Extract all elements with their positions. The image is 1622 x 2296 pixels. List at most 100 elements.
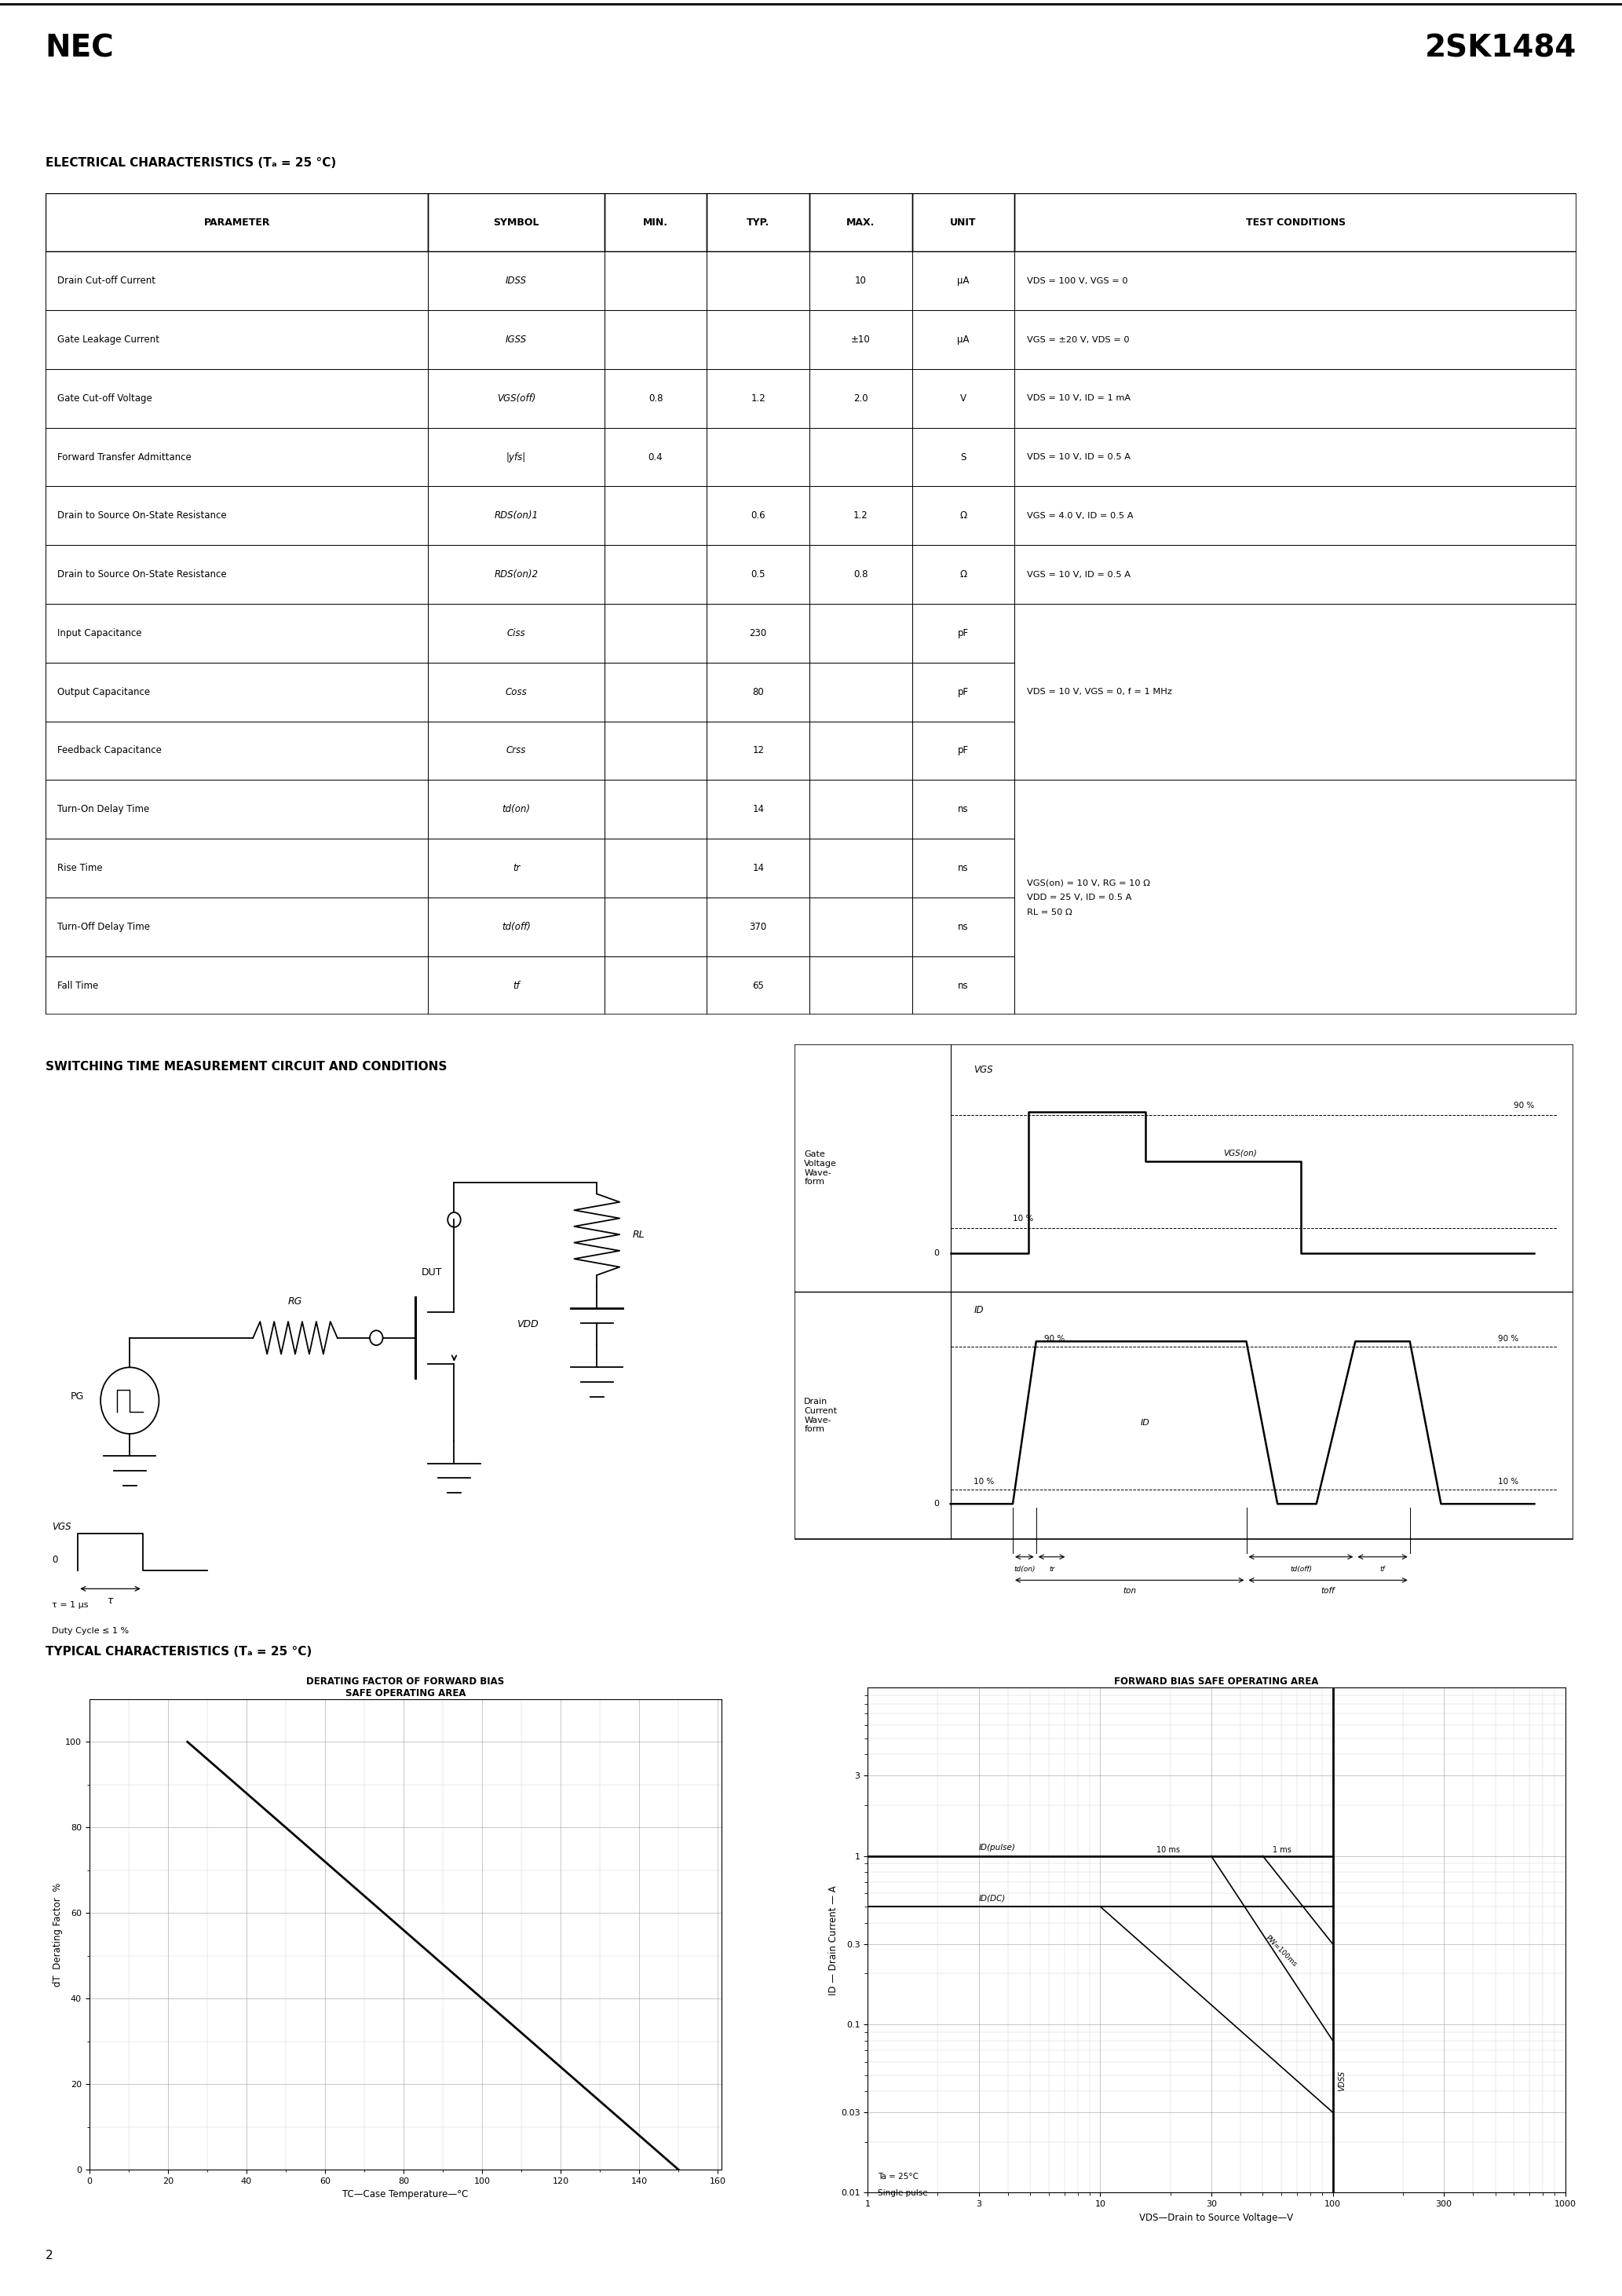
Text: Drain
Current
Wave-
form: Drain Current Wave- form: [805, 1398, 837, 1433]
Text: 12: 12: [753, 746, 764, 755]
Bar: [45, 427, 428, 487]
Text: Ω: Ω: [960, 510, 967, 521]
Text: ±10: ±10: [852, 335, 871, 344]
Bar: [1015, 253, 1577, 310]
Bar: [707, 721, 809, 781]
Text: ID(pulse): ID(pulse): [978, 1844, 1015, 1853]
Bar: [707, 781, 809, 838]
Text: Crss: Crss: [506, 746, 526, 755]
Title: FORWARD BIAS SAFE OPERATING AREA: FORWARD BIAS SAFE OPERATING AREA: [1114, 1676, 1319, 1688]
Bar: [707, 604, 809, 664]
Bar: [809, 427, 912, 487]
Bar: [809, 253, 912, 310]
Text: ID: ID: [1140, 1419, 1150, 1426]
Bar: [1015, 604, 1577, 781]
Text: Duty Cycle ≤ 1 %: Duty Cycle ≤ 1 %: [52, 1628, 128, 1635]
Bar: [605, 955, 707, 1015]
Text: V: V: [960, 393, 967, 404]
Bar: [45, 664, 428, 721]
Text: pF: pF: [959, 629, 968, 638]
Text: IDSS: IDSS: [506, 276, 527, 287]
Text: Drain Cut-off Current: Drain Cut-off Current: [58, 276, 156, 287]
Text: 0: 0: [52, 1554, 58, 1566]
Bar: [912, 427, 1015, 487]
Text: Feedback Capacitance: Feedback Capacitance: [58, 746, 162, 755]
Bar: [428, 427, 605, 487]
Text: Input Capacitance: Input Capacitance: [58, 629, 143, 638]
Bar: [428, 253, 605, 310]
Bar: [912, 604, 1015, 664]
Text: 0.5: 0.5: [751, 569, 766, 579]
Text: 0: 0: [933, 1249, 939, 1256]
Text: IGSS: IGSS: [506, 335, 527, 344]
Text: Ta = 25°C: Ta = 25°C: [878, 2172, 918, 2181]
Bar: [912, 781, 1015, 838]
Text: Ciss: Ciss: [508, 629, 526, 638]
Bar: [605, 193, 707, 253]
Bar: [605, 664, 707, 721]
Bar: [45, 193, 428, 253]
Text: 10 %: 10 %: [1012, 1215, 1033, 1224]
Text: Forward Transfer Admittance: Forward Transfer Admittance: [58, 452, 191, 461]
Text: VGS: VGS: [973, 1065, 993, 1075]
Text: pF: pF: [959, 746, 968, 755]
Text: 230: 230: [749, 629, 767, 638]
Bar: [605, 427, 707, 487]
Bar: [809, 487, 912, 544]
Bar: [428, 370, 605, 427]
Text: VGS = ±20 V, VDS = 0: VGS = ±20 V, VDS = 0: [1027, 335, 1129, 344]
Bar: [809, 898, 912, 955]
Text: 2SK1484: 2SK1484: [1424, 34, 1577, 62]
Bar: [809, 544, 912, 604]
Text: 1.2: 1.2: [751, 393, 766, 404]
Bar: [912, 838, 1015, 898]
Text: τ = 1 μs: τ = 1 μs: [52, 1600, 89, 1609]
Text: Drain to Source On-State Resistance: Drain to Source On-State Resistance: [58, 510, 227, 521]
Text: 10 ms: 10 ms: [1156, 1846, 1179, 1853]
Bar: [912, 370, 1015, 427]
Bar: [912, 664, 1015, 721]
Text: Gate
Voltage
Wave-
form: Gate Voltage Wave- form: [805, 1150, 837, 1187]
Text: td(on): td(on): [1014, 1566, 1035, 1573]
Bar: [912, 487, 1015, 544]
Bar: [428, 487, 605, 544]
Text: 10 %: 10 %: [973, 1479, 994, 1486]
Bar: [912, 310, 1015, 370]
Text: PW=100ms: PW=100ms: [1264, 1933, 1298, 1968]
Text: PG: PG: [71, 1391, 84, 1403]
Text: TYP.: TYP.: [746, 218, 770, 227]
Text: RDS(on)1: RDS(on)1: [495, 510, 539, 521]
Text: VGS = 4.0 V, ID = 0.5 A: VGS = 4.0 V, ID = 0.5 A: [1027, 512, 1134, 519]
Text: ton: ton: [1122, 1587, 1137, 1593]
Text: 0.6: 0.6: [751, 510, 766, 521]
Text: 1 ms: 1 ms: [1272, 1846, 1291, 1853]
Bar: [45, 370, 428, 427]
Bar: [707, 838, 809, 898]
Bar: [707, 955, 809, 1015]
Bar: [428, 838, 605, 898]
Bar: [428, 310, 605, 370]
Bar: [428, 955, 605, 1015]
Bar: [605, 898, 707, 955]
Text: RL = 50 Ω: RL = 50 Ω: [1027, 909, 1072, 916]
Bar: [605, 838, 707, 898]
Bar: [428, 544, 605, 604]
Text: 14: 14: [753, 804, 764, 815]
Bar: [45, 955, 428, 1015]
Text: ns: ns: [959, 980, 968, 990]
Text: VGS = 10 V, ID = 0.5 A: VGS = 10 V, ID = 0.5 A: [1027, 572, 1131, 579]
Bar: [605, 604, 707, 664]
Bar: [912, 193, 1015, 253]
Bar: [605, 487, 707, 544]
Text: 10 %: 10 %: [1499, 1479, 1518, 1486]
Text: Fall Time: Fall Time: [58, 980, 99, 990]
Text: RDS(on)2: RDS(on)2: [495, 569, 539, 579]
Text: tr: tr: [513, 863, 521, 872]
Text: SWITCHING TIME MEASUREMENT CIRCUIT AND CONDITIONS: SWITCHING TIME MEASUREMENT CIRCUIT AND C…: [45, 1061, 448, 1072]
Bar: [912, 955, 1015, 1015]
Bar: [809, 664, 912, 721]
Text: VGS(on): VGS(on): [1223, 1150, 1257, 1157]
Text: td(off): td(off): [501, 921, 530, 932]
Bar: [45, 838, 428, 898]
Text: VGS(on) = 10 V, RG = 10 Ω: VGS(on) = 10 V, RG = 10 Ω: [1027, 879, 1150, 886]
